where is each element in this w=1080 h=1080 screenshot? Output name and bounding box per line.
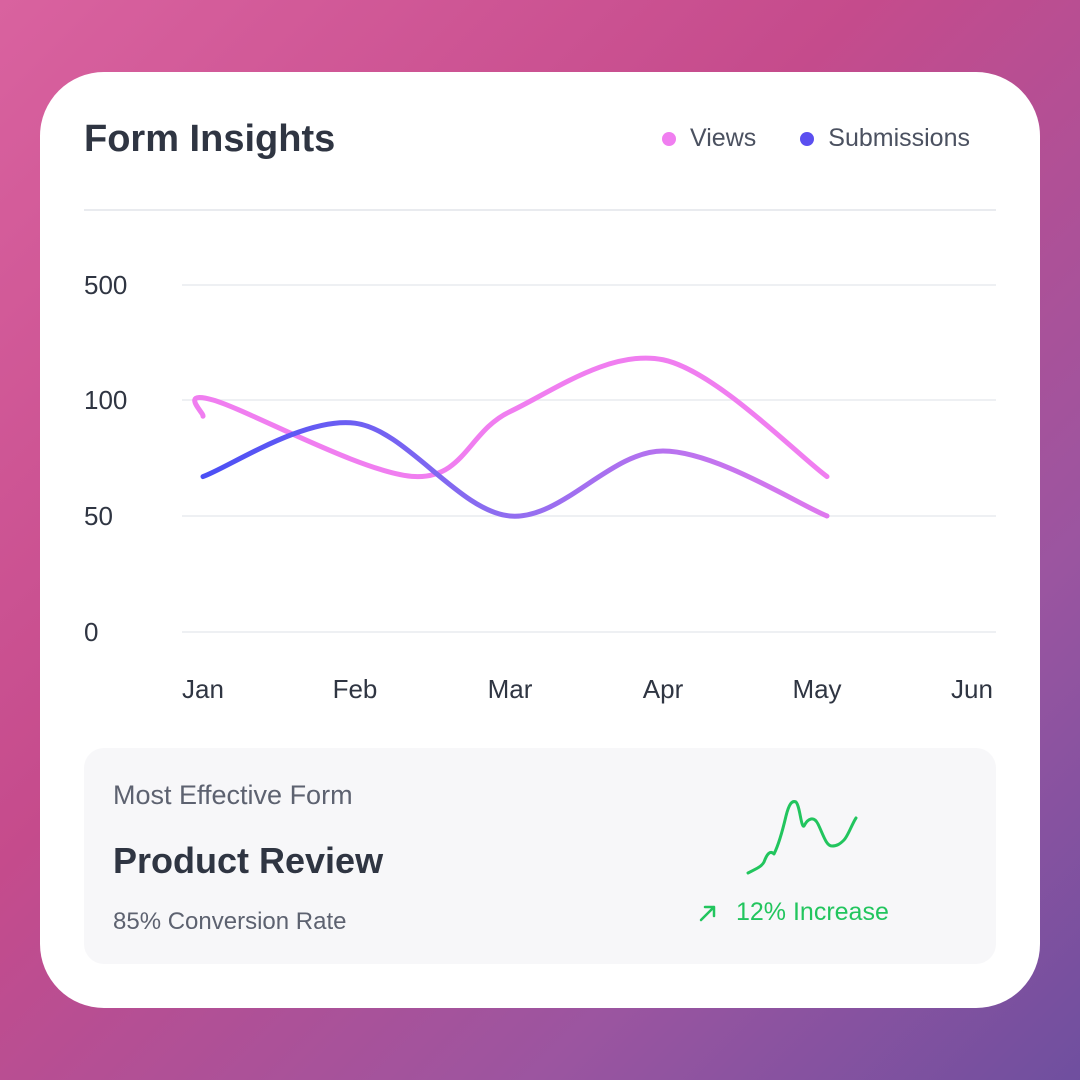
y-tick-label: 500 — [84, 270, 127, 300]
panel-label: Most Effective Form — [113, 780, 353, 810]
most-effective-form-panel: Most Effective Form Product Review 85% C… — [84, 748, 996, 964]
x-tick-label: Jan — [182, 674, 224, 704]
x-tick-label: May — [792, 674, 841, 704]
form-name: Product Review — [113, 840, 384, 881]
legend-item-submissions[interactable]: Submissions — [800, 124, 970, 153]
views-dot-icon — [662, 131, 677, 146]
legend-label-views: Views — [690, 124, 757, 152]
header-divider — [84, 209, 996, 211]
y-tick-label: 0 — [84, 617, 98, 647]
conversion-rate: 85% Conversion Rate — [113, 908, 347, 935]
y-tick-label: 100 — [84, 385, 127, 415]
trend-text: 12% Increase — [736, 898, 889, 926]
series-line-submissions — [200, 420, 830, 519]
chart-legend: Views Submissions — [662, 124, 970, 153]
legend-label-submissions: Submissions — [828, 124, 970, 152]
x-tick-label: Feb — [333, 674, 378, 704]
x-tick-label: Jun — [951, 674, 993, 704]
y-tick-label: 50 — [84, 501, 113, 531]
series-line-views — [192, 355, 830, 480]
trend-sparkline — [746, 800, 858, 875]
card-title: Form Insights — [84, 118, 336, 160]
submissions-dot-icon — [800, 131, 815, 146]
legend-item-views[interactable]: Views — [662, 124, 756, 153]
x-tick-label: Mar — [488, 674, 533, 704]
form-insights-card: Form Insights Views Submissions 0 50 100 50… — [40, 72, 1040, 1008]
trend-increase: 12% Increase — [696, 898, 889, 927]
x-tick-label: Apr — [643, 674, 684, 704]
arrow-up-right-icon — [699, 905, 716, 921]
sparkline-path — [746, 800, 858, 875]
line-chart: 0 50 100 500 Jan Feb Mar Apr May Jun — [84, 270, 996, 704]
